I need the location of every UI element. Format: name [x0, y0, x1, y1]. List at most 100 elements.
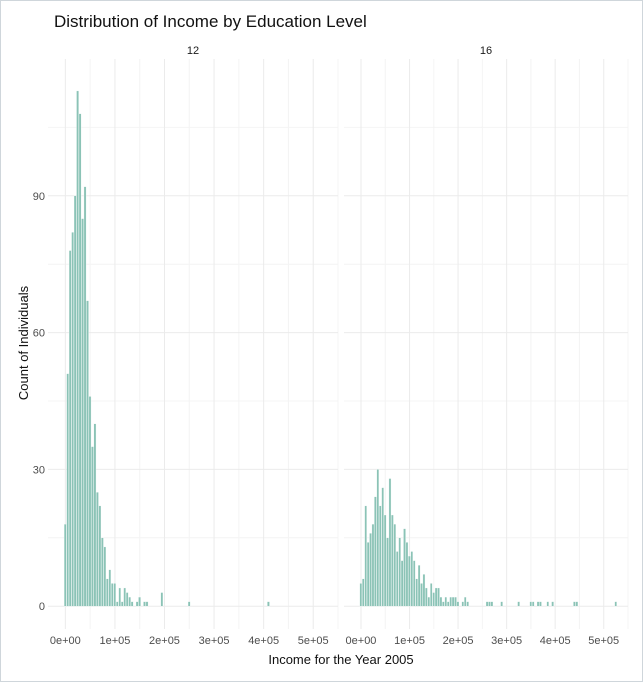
facet-panel-16: 16 0e+00 1e+05 2e+05 3e+05 4e+05 5e+05 — [344, 45, 629, 647]
histogram-bar — [145, 601, 149, 607]
histogram-bar — [531, 601, 535, 607]
x-tick-label: 1e+05 — [394, 635, 425, 647]
histogram-bar — [449, 596, 452, 607]
x-tick-label: 3e+05 — [491, 635, 522, 647]
y-axis-ticks: 0 30 60 90 — [33, 191, 45, 613]
histogram-bar — [91, 446, 94, 607]
histogram-bar — [427, 596, 431, 607]
chart-title: Distribution of Income by Education Leve… — [54, 12, 367, 31]
facet-panel-12: 12 0e+00 1e+05 2e+05 3e+05 4e+05 5e+05 — [48, 45, 339, 647]
histogram-bar — [86, 300, 89, 607]
histogram-bar — [386, 537, 389, 607]
facet-strip-label: 16 — [480, 45, 492, 57]
histogram-bar — [551, 601, 554, 607]
y-tick-label: 90 — [33, 191, 45, 203]
histogram-bar — [517, 601, 520, 607]
histogram-bar — [101, 537, 104, 607]
x-tick-label: 5e+05 — [298, 635, 329, 647]
histogram-bar — [125, 592, 129, 607]
histogram-bar — [267, 601, 270, 607]
histogram-bar — [447, 601, 450, 607]
histogram-bar — [116, 601, 119, 607]
histogram-bar — [488, 601, 491, 607]
histogram-bar — [539, 601, 542, 607]
histogram-bar — [362, 578, 365, 607]
histogram-bar — [442, 601, 445, 607]
histogram-bar — [98, 505, 102, 607]
x-tick-label: 5e+05 — [588, 635, 619, 647]
histogram-bar — [106, 578, 109, 607]
y-tick-label: 60 — [33, 328, 45, 340]
histogram-bar — [461, 601, 465, 607]
histogram-bar — [546, 601, 549, 607]
histogram-bar — [108, 569, 112, 607]
histogram-bar — [454, 596, 457, 607]
histogram-bar — [422, 574, 426, 607]
x-tick-label: 4e+05 — [540, 635, 571, 647]
histogram-bar — [130, 601, 134, 607]
histogram-bar — [464, 596, 467, 607]
histogram-bar — [187, 601, 191, 607]
histogram-bar — [437, 587, 440, 607]
histogram-bar — [68, 250, 72, 607]
histogram-bar — [111, 583, 114, 607]
histogram-bar — [366, 542, 370, 607]
histogram-bar — [405, 542, 409, 607]
histogram-bar — [379, 505, 382, 607]
histogram-bar — [376, 469, 380, 607]
histogram-bar — [359, 583, 363, 607]
histogram-bar — [400, 560, 404, 607]
histogram-bar — [573, 601, 576, 607]
histogram-bar — [96, 492, 99, 607]
x-tick-label: 0e+00 — [346, 635, 377, 647]
histogram-bar — [456, 601, 460, 607]
histogram-bar — [71, 232, 74, 607]
histogram-bar — [391, 514, 394, 607]
histogram-bar — [83, 186, 87, 607]
histogram-bar — [466, 601, 469, 607]
histogram-bar — [78, 113, 82, 607]
y-axis-title: Count of Individuals — [16, 285, 31, 400]
histogram-bar — [393, 523, 397, 607]
histogram-bar — [113, 583, 117, 607]
histogram-bar — [425, 587, 428, 607]
histogram-bar — [76, 90, 79, 607]
histogram-bar — [160, 592, 164, 607]
histogram-bar — [410, 551, 414, 607]
histogram-bar — [103, 546, 107, 607]
histogram-bar — [66, 373, 69, 607]
histogram-bar — [432, 592, 435, 607]
histogram-bar — [439, 596, 443, 607]
histogram-bar — [88, 396, 92, 607]
histogram-bar — [381, 487, 384, 607]
histogram-bar — [430, 583, 433, 607]
histogram-bar — [138, 596, 141, 607]
histogram-bar — [81, 218, 84, 607]
x-axis-title: Income for the Year 2005 — [268, 652, 413, 667]
x-tick-label: 3e+05 — [199, 635, 230, 647]
histogram-bar — [118, 587, 121, 607]
histogram-bar — [143, 601, 146, 607]
histogram-bar — [451, 596, 455, 607]
x-tick-label: 0e+00 — [50, 635, 81, 647]
histogram-bar — [403, 528, 406, 607]
histogram-bar — [93, 423, 97, 607]
histogram-bar — [63, 523, 67, 607]
histogram-bar — [371, 523, 375, 607]
histogram-bar — [434, 587, 438, 607]
histogram-bar — [128, 596, 131, 607]
histogram-bar — [396, 551, 399, 607]
histogram-bar — [73, 195, 77, 607]
y-tick-label: 0 — [39, 601, 45, 613]
histogram-bar — [374, 496, 377, 607]
histogram-bar — [398, 537, 401, 607]
x-tick-label: 1e+05 — [99, 635, 130, 647]
histogram-bar — [388, 478, 392, 607]
histogram-bar — [536, 601, 540, 607]
histogram-bar — [415, 578, 418, 607]
histogram-bar — [408, 555, 411, 607]
histogram-bar — [500, 601, 503, 607]
